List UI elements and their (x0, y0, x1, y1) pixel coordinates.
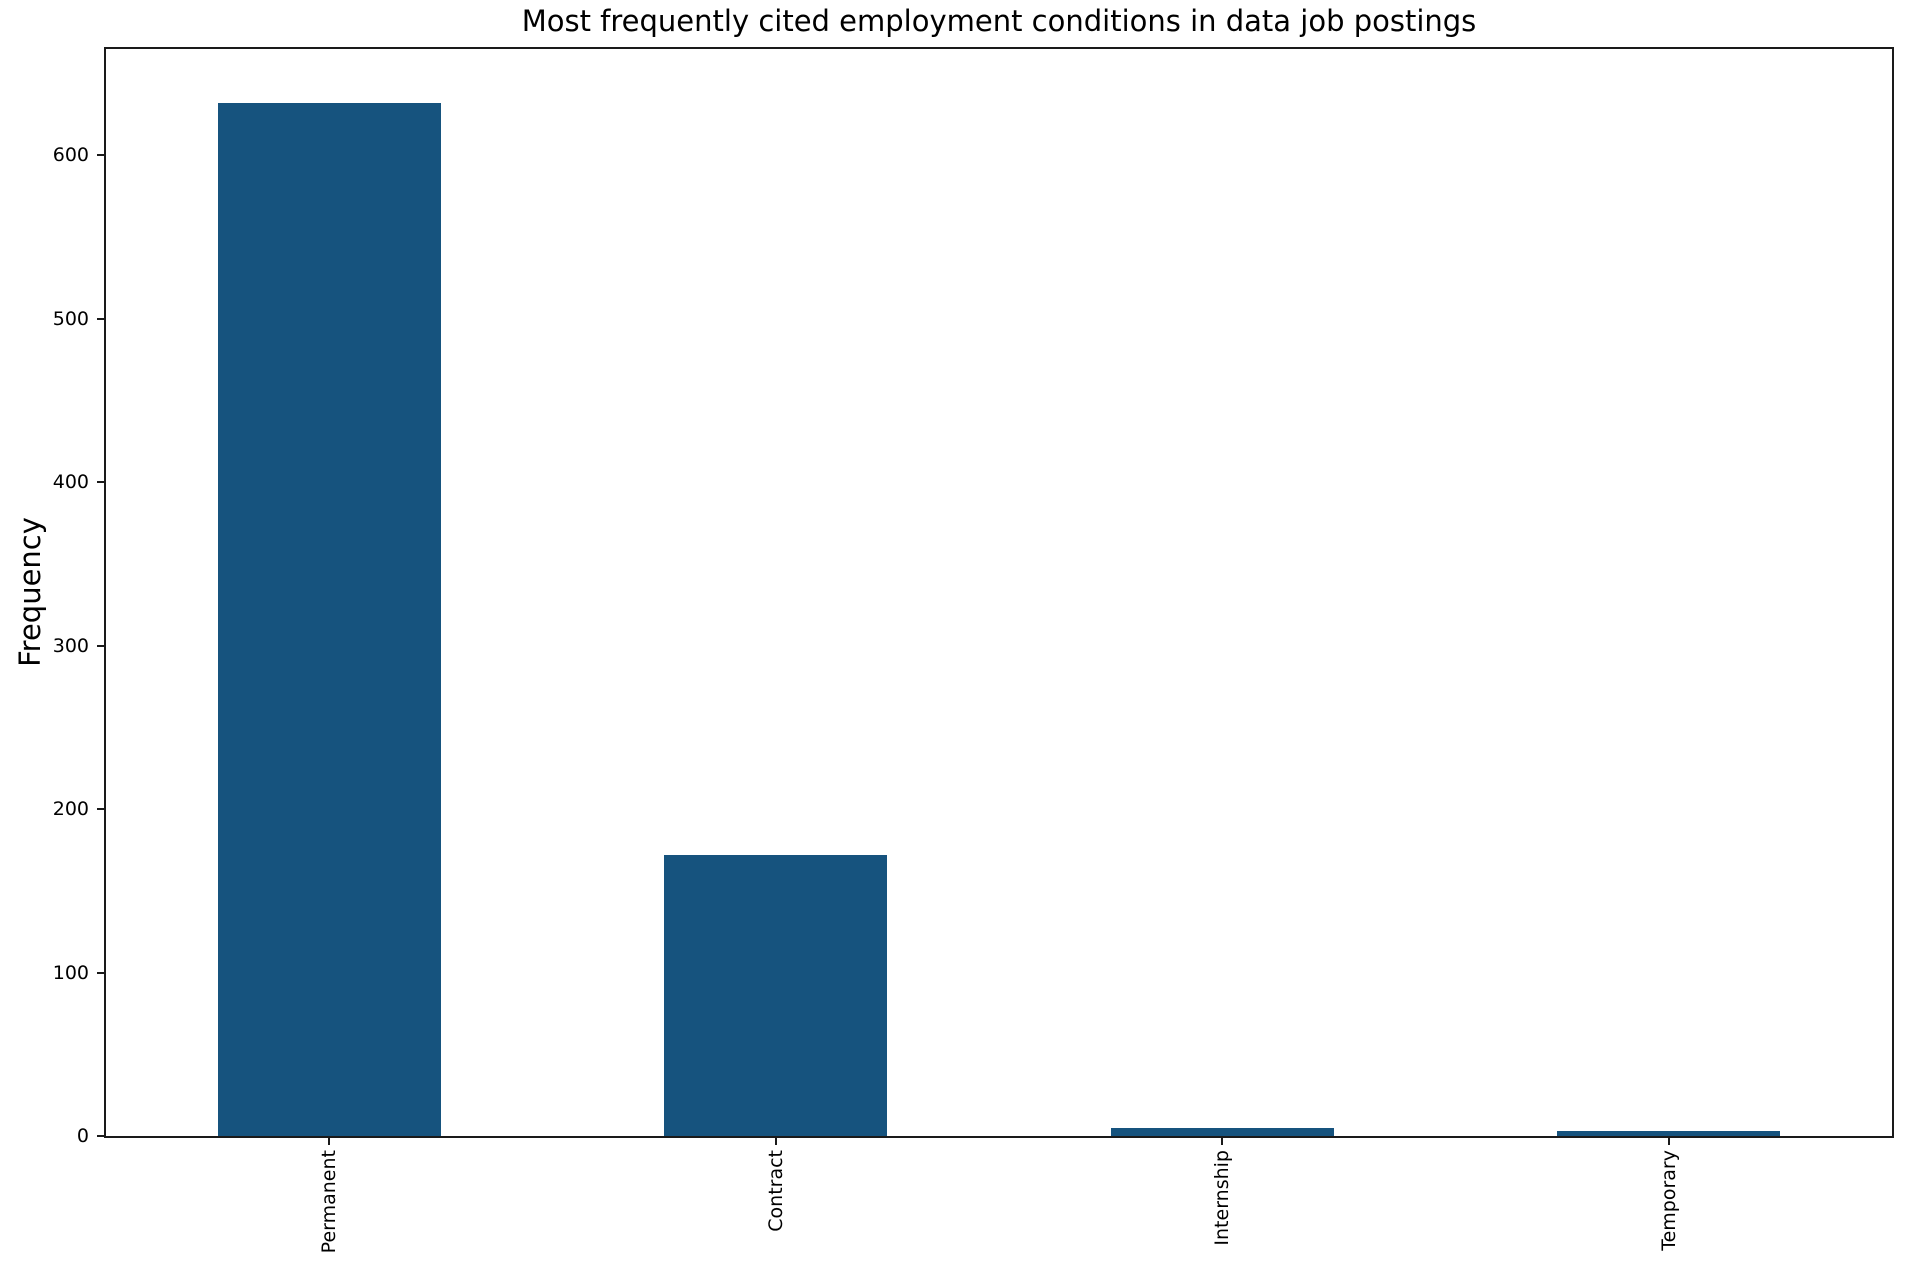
bar-temporary (1557, 1131, 1781, 1136)
bar-contract (664, 854, 888, 1136)
y-tick-mark (97, 808, 106, 811)
y-tick-mark (97, 481, 106, 484)
x-tick-mark (1221, 1136, 1224, 1145)
y-tick-label: 200 (52, 798, 89, 821)
y-tick-mark (97, 971, 106, 974)
x-tick-label-permanent: Permanent (318, 1150, 341, 1254)
y-tick-label: 0 (76, 1125, 89, 1147)
x-tick-mark (328, 1136, 331, 1145)
y-tick-mark (97, 644, 106, 647)
y-tick-label: 100 (52, 961, 89, 984)
x-tick-label-contract: Contract (764, 1150, 787, 1232)
bar-internship (1110, 1127, 1334, 1136)
x-tick-mark (1667, 1136, 1670, 1145)
x-tick-label-temporary: Temporary (1657, 1150, 1680, 1251)
y-tick-mark (97, 154, 106, 157)
y-tick-mark (97, 317, 106, 320)
plot-area (104, 47, 1894, 1138)
y-tick-label: 300 (52, 634, 89, 657)
bar-permanent (217, 102, 441, 1136)
y-tick-label: 400 (52, 471, 89, 494)
y-tick-label: 600 (52, 144, 89, 167)
y-tick-label: 500 (52, 307, 89, 330)
x-tick-label-internship: Internship (1211, 1150, 1234, 1246)
y-tick-mark (97, 1135, 106, 1137)
chart-title: Most frequently cited employment conditi… (521, 4, 1477, 38)
x-tick-mark (774, 1136, 777, 1145)
